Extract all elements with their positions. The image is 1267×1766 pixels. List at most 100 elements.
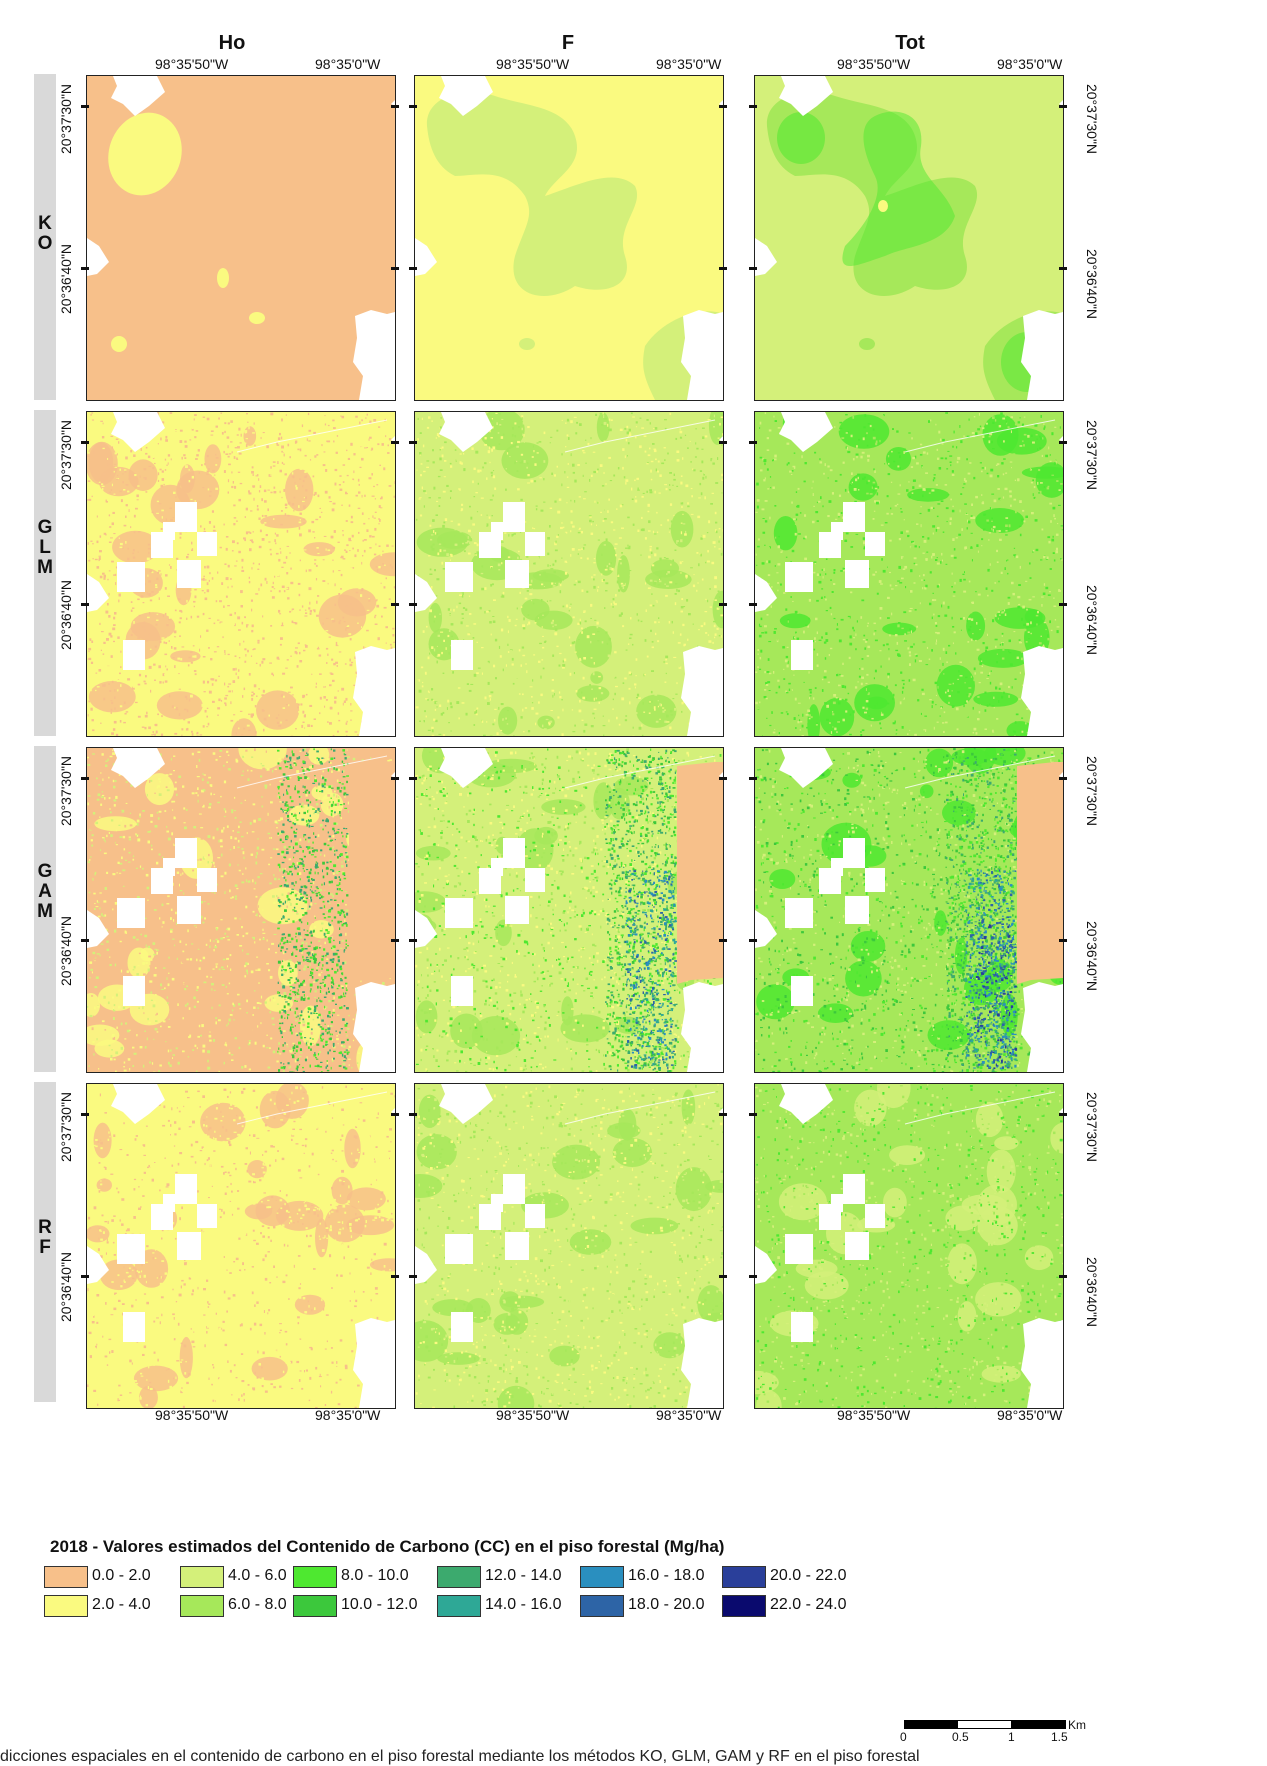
scale-bar: 0 0.5 1 1.5 Km (900, 1718, 1080, 1752)
lon-label-top: 98°35'0"W (315, 56, 380, 72)
map-raster (415, 76, 723, 400)
lat-label: 20°36'40"N (1084, 239, 1100, 329)
lat-label: 20°37'30"N (1084, 410, 1100, 500)
map-tick (409, 1113, 417, 1116)
map-panel-ko-ho (86, 75, 396, 401)
map-tick (391, 441, 399, 444)
lat-label: 20°37'30"N (58, 746, 74, 836)
map-raster (87, 1084, 395, 1408)
lat-label: 20°37'30"N (58, 74, 74, 164)
scale-tick-05: 0.5 (952, 1730, 969, 1744)
map-raster (87, 748, 395, 1072)
legend-label: 2.0 - 4.0 (92, 1596, 151, 1614)
legend-label: 18.0 - 20.0 (628, 1596, 705, 1614)
column-title-ho: Ho (172, 32, 292, 55)
map-raster (755, 748, 1063, 1072)
map-tick (719, 603, 727, 606)
scale-tick-1: 1 (1008, 1730, 1015, 1744)
map-tick (1059, 267, 1067, 270)
map-tick (719, 441, 727, 444)
legend-swatch (580, 1566, 624, 1588)
lat-label: 20°37'30"N (58, 1082, 74, 1172)
lon-label-bottom: 98°35'0"W (315, 1407, 380, 1423)
scale-tick-15: 1.5 (1051, 1730, 1068, 1744)
map-tick (1059, 441, 1067, 444)
legend-label: 16.0 - 18.0 (628, 1567, 705, 1585)
legend-label: 0.0 - 2.0 (92, 1567, 151, 1585)
map-raster (755, 1084, 1063, 1408)
map-panel-ko-f (414, 75, 724, 401)
legend-swatch (437, 1566, 481, 1588)
legend-swatch (722, 1566, 766, 1588)
map-raster (87, 76, 395, 400)
map-raster (87, 412, 395, 736)
map-tick (409, 1275, 417, 1278)
map-tick (719, 777, 727, 780)
map-tick (81, 105, 89, 108)
map-tick (749, 105, 757, 108)
legend-swatch (293, 1595, 337, 1617)
map-tick (391, 939, 399, 942)
map-tick (719, 267, 727, 270)
map-raster (415, 748, 723, 1072)
legend-label: 20.0 - 22.0 (770, 1567, 847, 1585)
lat-label: 20°36'40"N (58, 1242, 74, 1332)
legend-label: 4.0 - 6.0 (228, 1567, 287, 1585)
lat-label: 20°37'30"N (58, 410, 74, 500)
map-tick (81, 777, 89, 780)
legend-swatch (44, 1566, 88, 1588)
map-tick (1059, 105, 1067, 108)
map-tick (749, 939, 757, 942)
map-raster (755, 412, 1063, 736)
map-tick (409, 267, 417, 270)
scale-unit: Km (1068, 1718, 1086, 1732)
map-panel-gam-f (414, 747, 724, 1073)
lon-label-top: 98°35'50"W (837, 56, 910, 72)
lon-label-top: 98°35'50"W (155, 56, 228, 72)
map-panel-gam-tot (754, 747, 1064, 1073)
legend-label: 8.0 - 10.0 (341, 1567, 409, 1585)
legend-swatch (180, 1595, 224, 1617)
lon-label-top: 98°35'0"W (656, 56, 721, 72)
lat-label: 20°36'40"N (58, 570, 74, 660)
legend-swatch (44, 1595, 88, 1617)
map-tick (1059, 939, 1067, 942)
map-tick (81, 441, 89, 444)
lat-label: 20°37'30"N (1084, 74, 1100, 164)
lat-label: 20°36'40"N (1084, 911, 1100, 1001)
scale-tick-0: 0 (900, 1730, 907, 1744)
map-tick (1059, 603, 1067, 606)
map-tick (81, 939, 89, 942)
map-panel-glm-f (414, 411, 724, 737)
lon-label-bottom: 98°35'50"W (496, 1407, 569, 1423)
map-tick (409, 441, 417, 444)
map-tick (749, 777, 757, 780)
map-tick (391, 1275, 399, 1278)
map-tick (409, 603, 417, 606)
map-raster (415, 1084, 723, 1408)
map-tick (409, 777, 417, 780)
legend-swatch (722, 1595, 766, 1617)
map-raster (755, 76, 1063, 400)
map-panel-glm-tot (754, 411, 1064, 737)
lat-label: 20°36'40"N (58, 906, 74, 996)
map-tick (409, 939, 417, 942)
map-panel-rf-tot (754, 1083, 1064, 1409)
lat-label: 20°37'30"N (1084, 746, 1100, 836)
lat-label: 20°37'30"N (1084, 1082, 1100, 1172)
legend-label: 6.0 - 8.0 (228, 1596, 287, 1614)
legend-swatch (180, 1566, 224, 1588)
lon-label-bottom: 98°35'50"W (837, 1407, 910, 1423)
map-tick (719, 1275, 727, 1278)
legend-label: 12.0 - 14.0 (485, 1567, 562, 1585)
lat-label: 20°36'40"N (1084, 1247, 1100, 1337)
map-tick (81, 267, 89, 270)
lon-label-bottom: 98°35'0"W (656, 1407, 721, 1423)
figure-caption: dicciones espaciales en el contenido de … (0, 1748, 920, 1766)
map-panel-glm-ho (86, 411, 396, 737)
map-tick (81, 1113, 89, 1116)
map-tick (81, 603, 89, 606)
